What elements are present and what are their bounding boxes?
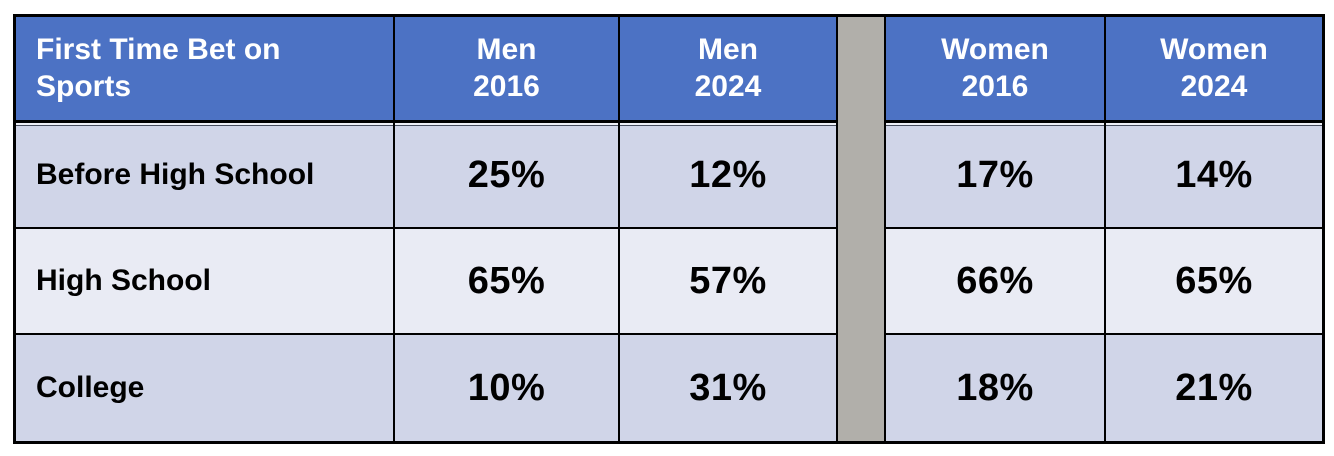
column-header-men-2024: Men 2024 xyxy=(620,17,838,123)
cell-men-2016-college: 10% xyxy=(395,335,620,441)
row-label-before-high-school: Before High School xyxy=(16,123,395,229)
row-label-high-school: High School xyxy=(16,229,395,335)
first-time-bet-table: First Time Bet on Sports Men 2016 Men 20… xyxy=(13,14,1325,444)
cell-men-2016-high-school: 65% xyxy=(395,229,620,335)
table-title-header: First Time Bet on Sports xyxy=(16,17,395,123)
cell-women-2024-high-school: 65% xyxy=(1106,229,1322,335)
cell-men-2024-high-school: 57% xyxy=(620,229,838,335)
cell-women-2016-college: 18% xyxy=(886,335,1106,441)
cell-women-2016-before-high-school: 17% xyxy=(886,123,1106,229)
cell-women-2016-high-school: 66% xyxy=(886,229,1106,335)
cell-men-2024-college: 31% xyxy=(620,335,838,441)
row-label-college: College xyxy=(16,335,395,441)
column-header-women-2016: Women 2016 xyxy=(886,17,1106,123)
column-header-men-2016: Men 2016 xyxy=(395,17,620,123)
cell-men-2024-before-high-school: 12% xyxy=(620,123,838,229)
cell-men-2016-before-high-school: 25% xyxy=(395,123,620,229)
column-header-women-2024: Women 2024 xyxy=(1106,17,1322,123)
cell-women-2024-before-high-school: 14% xyxy=(1106,123,1322,229)
cell-women-2024-college: 21% xyxy=(1106,335,1322,441)
section-separator-column xyxy=(838,17,886,441)
